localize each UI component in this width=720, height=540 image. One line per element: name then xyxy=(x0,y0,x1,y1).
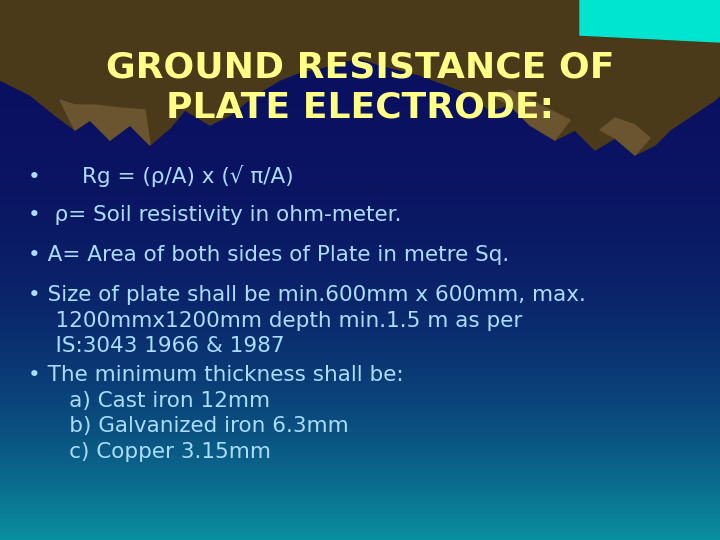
Polygon shape xyxy=(600,118,650,155)
Polygon shape xyxy=(490,90,570,140)
Polygon shape xyxy=(0,0,720,145)
Text: • The minimum thickness shall be:
      a) Cast iron 12mm
      b) Galvanized ir: • The minimum thickness shall be: a) Cas… xyxy=(28,365,404,462)
Text: • A= Area of both sides of Plate in metre Sq.: • A= Area of both sides of Plate in metr… xyxy=(28,245,509,265)
Text: •  ρ= Soil resistivity in ohm-meter.: • ρ= Soil resistivity in ohm-meter. xyxy=(28,205,402,225)
Text: GROUND RESISTANCE OF
PLATE ELECTRODE:: GROUND RESISTANCE OF PLATE ELECTRODE: xyxy=(106,50,614,125)
Text: •      Rg = (ρ/A) x (√ π/A): • Rg = (ρ/A) x (√ π/A) xyxy=(28,165,294,187)
Text: • Size of plate shall be min.600mm x 600mm, max.
    1200mmx1200mm depth min.1.5: • Size of plate shall be min.600mm x 600… xyxy=(28,285,586,356)
Polygon shape xyxy=(580,0,720,42)
Polygon shape xyxy=(60,100,150,145)
Polygon shape xyxy=(350,0,720,155)
